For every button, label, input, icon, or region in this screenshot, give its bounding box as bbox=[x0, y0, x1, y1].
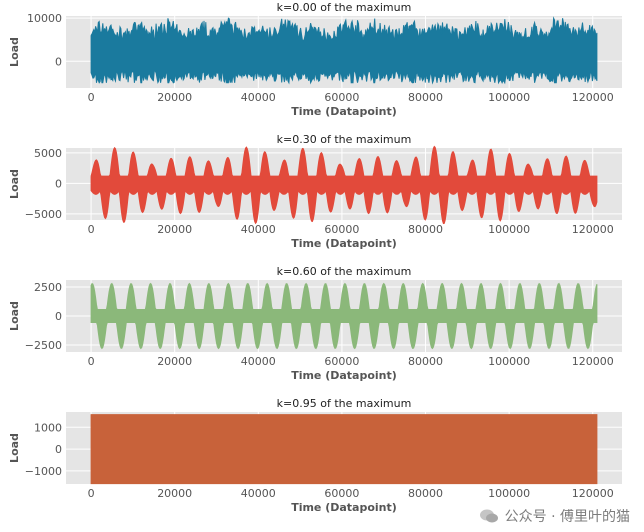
x-axis-label: Time (Datapoint) bbox=[291, 501, 397, 514]
chart-panel-3: k=0.60 of the maximum 0 20000 40000 60000 800… bbox=[8, 265, 622, 382]
x-tick-label: 20000 bbox=[157, 91, 192, 104]
x-tick-label: 0 bbox=[88, 355, 95, 368]
y-tick-label: 0 bbox=[55, 443, 62, 456]
x-tick-label: 0 bbox=[88, 223, 95, 236]
y-tick-label: 0 bbox=[55, 177, 62, 190]
x-axis-label: Time (Datapoint) bbox=[291, 237, 397, 250]
chart-title: k=0.95 of the maximum bbox=[277, 397, 412, 410]
series-line bbox=[90, 414, 598, 485]
x-tick-label: 60000 bbox=[324, 487, 359, 500]
wechat-icon bbox=[479, 509, 498, 523]
series-line bbox=[90, 145, 598, 225]
x-tick-label: 100000 bbox=[488, 487, 530, 500]
x-tick-label: 40000 bbox=[241, 91, 276, 104]
x-tick-label: 80000 bbox=[408, 91, 443, 104]
y-tick-label: −1000 bbox=[25, 465, 62, 478]
x-tick-label: 20000 bbox=[157, 487, 192, 500]
y-axis-label: Load bbox=[8, 433, 21, 463]
y-tick-label: 5000 bbox=[34, 147, 62, 160]
x-tick-label: 60000 bbox=[324, 355, 359, 368]
chart-title: k=0.30 of the maximum bbox=[277, 133, 412, 146]
x-tick-label: 100000 bbox=[488, 91, 530, 104]
x-tick-label: 60000 bbox=[324, 91, 359, 104]
y-axis-label: Load bbox=[8, 37, 21, 67]
y-tick-label: 10000 bbox=[27, 12, 62, 25]
x-tick-label: 80000 bbox=[408, 355, 443, 368]
series-line bbox=[90, 16, 598, 85]
x-tick-label: 40000 bbox=[241, 487, 276, 500]
y-axis-label: Load bbox=[8, 301, 21, 331]
y-axis-label: Load bbox=[8, 169, 21, 199]
y-tick-label: 0 bbox=[55, 310, 62, 323]
x-tick-label: 80000 bbox=[408, 487, 443, 500]
chart-title: k=0.00 of the maximum bbox=[277, 1, 412, 14]
watermark-text: 公众号 · 傅里叶的猫 bbox=[504, 509, 630, 525]
x-tick-label: 20000 bbox=[157, 355, 192, 368]
y-tick-label: 0 bbox=[55, 55, 62, 68]
x-tick-label: 60000 bbox=[324, 223, 359, 236]
x-tick-label: 100000 bbox=[488, 223, 530, 236]
x-tick-label: 40000 bbox=[241, 355, 276, 368]
series-line bbox=[90, 282, 598, 350]
chart-title: k=0.60 of the maximum bbox=[277, 265, 412, 278]
x-axis-label: Time (Datapoint) bbox=[291, 369, 397, 382]
chart-panel-4: k=0.95 of the maximum 0 20000 40000 60000 800… bbox=[8, 397, 622, 514]
x-tick-label: 40000 bbox=[241, 223, 276, 236]
y-tick-label: −2500 bbox=[25, 339, 62, 352]
x-tick-label: 0 bbox=[88, 91, 95, 104]
watermark: 公众号 · 傅里叶的猫 bbox=[479, 506, 630, 526]
y-tick-label: −5000 bbox=[25, 208, 62, 221]
x-tick-label: 20000 bbox=[157, 223, 192, 236]
x-axis-label: Time (Datapoint) bbox=[291, 105, 397, 118]
chart-panel-2: k=0.30 of the maximum 0 20000 40000 60000 800… bbox=[8, 133, 622, 250]
x-tick-label: 0 bbox=[88, 487, 95, 500]
x-tick-label: 100000 bbox=[488, 355, 530, 368]
chart-panel-1: k=0.00 of the maximum 0 20000 40000 60000 800… bbox=[8, 1, 622, 118]
y-tick-label: 1000 bbox=[34, 421, 62, 434]
x-tick-label: 120000 bbox=[572, 355, 614, 368]
x-tick-label: 120000 bbox=[572, 91, 614, 104]
y-tick-label: 2500 bbox=[34, 281, 62, 294]
x-tick-label: 80000 bbox=[408, 223, 443, 236]
x-tick-label: 120000 bbox=[572, 487, 614, 500]
x-tick-label: 120000 bbox=[572, 223, 614, 236]
